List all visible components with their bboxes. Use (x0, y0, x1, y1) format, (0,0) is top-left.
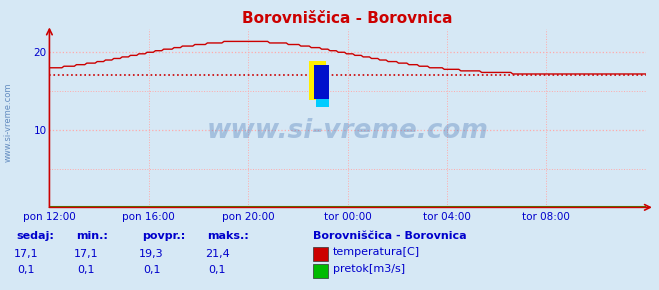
Text: Borovniščica - Borovnica: Borovniščica - Borovnica (313, 231, 467, 241)
Text: maks.:: maks.: (208, 231, 249, 241)
Text: pretok[m3/s]: pretok[m3/s] (333, 264, 405, 274)
Text: 17,1: 17,1 (73, 249, 98, 259)
Text: povpr.:: povpr.: (142, 231, 185, 241)
Title: Borovniščica - Borovnica: Borovniščica - Borovnica (243, 11, 453, 26)
Text: 19,3: 19,3 (139, 249, 164, 259)
Text: temperatura[C]: temperatura[C] (333, 247, 420, 257)
Text: www.si-vreme.com: www.si-vreme.com (207, 118, 488, 144)
Text: 0,1: 0,1 (143, 265, 160, 275)
Text: 17,1: 17,1 (14, 249, 39, 259)
Text: 0,1: 0,1 (209, 265, 226, 275)
Text: 0,1: 0,1 (18, 265, 35, 275)
Bar (316, 72, 329, 108)
Text: 0,1: 0,1 (77, 265, 94, 275)
Text: min.:: min.: (76, 231, 107, 241)
Bar (309, 61, 326, 100)
Text: sedaj:: sedaj: (16, 231, 54, 241)
Text: www.si-vreme.com: www.si-vreme.com (3, 82, 13, 162)
Bar (314, 65, 329, 99)
Text: 21,4: 21,4 (205, 249, 230, 259)
